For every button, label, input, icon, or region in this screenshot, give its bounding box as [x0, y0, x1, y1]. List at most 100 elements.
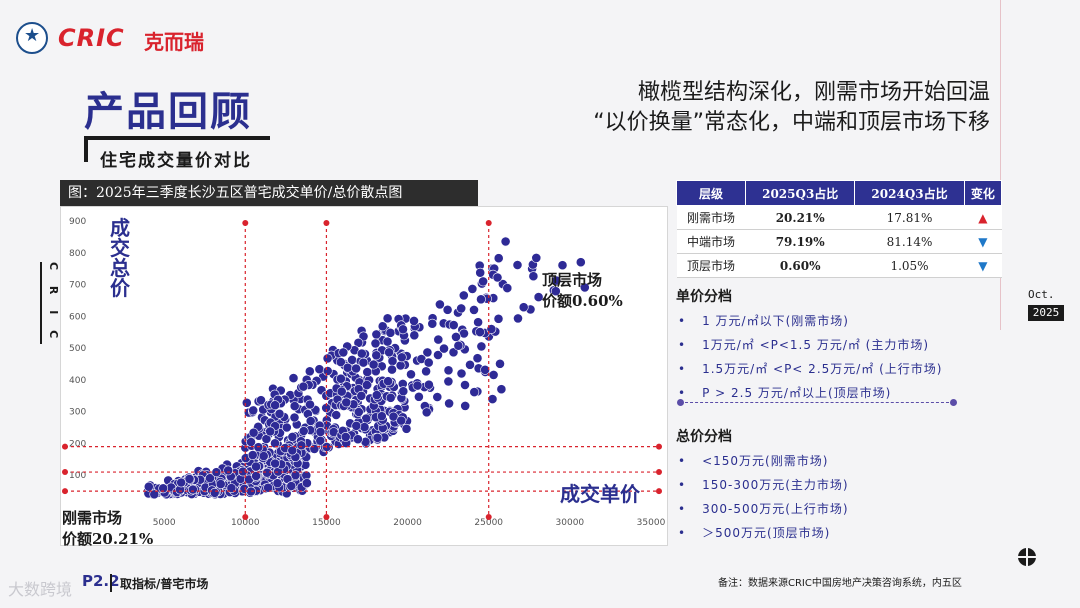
scatter-point: [579, 282, 590, 293]
scatter-point: [451, 331, 461, 342]
scatter-point: [358, 331, 369, 342]
annotation-rigid-market: 刚需市场 价额20.21%: [62, 508, 153, 550]
scatter-point: [496, 384, 507, 395]
scatter-point: [406, 369, 416, 380]
scatter-point: [575, 257, 586, 268]
scatter-point: [270, 438, 280, 449]
y-tick-label: 200: [69, 439, 86, 449]
scatter-point: [270, 458, 280, 469]
cell-change: ▲: [964, 205, 1002, 230]
scatter-point: [262, 467, 272, 478]
scatter-point: [500, 236, 511, 247]
scatter-point: [335, 373, 346, 384]
col-header-2025: 2025Q3占比: [745, 180, 856, 206]
scatter-point: [341, 397, 352, 408]
annotation-top-market: 顶层市场 价额0.60%: [542, 270, 623, 312]
scatter-point: [396, 415, 407, 426]
scatter-point: [443, 376, 454, 387]
reference-end-dot: [656, 488, 662, 495]
title-box: 产品回顾: [84, 88, 252, 136]
scatter-point: [361, 380, 372, 390]
scatter-point: [398, 386, 409, 397]
scatter-point: [467, 284, 478, 294]
crosshair-icon: [1018, 548, 1036, 566]
reference-end-dot: [656, 469, 662, 476]
y-tick-label: 600: [69, 312, 86, 322]
scatter-point: [340, 431, 351, 442]
scatter-point: [359, 422, 370, 432]
date-year: 2025: [1028, 305, 1064, 321]
reference-end-dot: [323, 514, 330, 520]
scatter-point: [272, 478, 283, 489]
reference-end-dot: [485, 514, 492, 520]
scatter-point: [288, 373, 299, 383]
scatter-point: [409, 316, 419, 326]
scatter-point: [248, 405, 259, 416]
scatter-point: [476, 341, 487, 352]
x-tick-label: 5000: [153, 518, 176, 528]
scatter-point: [342, 362, 353, 373]
y-tick-label: 400: [69, 376, 86, 386]
scatter-point: [434, 299, 445, 310]
cric-side-label: C R I C: [40, 262, 62, 345]
scatter-point: [395, 360, 406, 371]
scatter-point: [512, 260, 523, 270]
x-tick-label: 10000: [231, 518, 260, 528]
scatter-point: [247, 450, 258, 460]
scatter-point: [362, 367, 373, 377]
cell-tier: 中端市场: [676, 229, 746, 254]
x-tick-label: 30000: [556, 518, 585, 528]
x-tick-label: 20000: [393, 518, 422, 528]
table-header-row: 层级 2025Q3占比 2024Q3占比 变化: [675, 180, 1003, 206]
scatter-point: [473, 317, 483, 328]
scatter-point: [263, 482, 273, 493]
scatter-point: [336, 386, 347, 397]
page-subtitle: 住宅成交量价对比: [100, 151, 252, 171]
unit-price-item: • P > 2.5 万元/㎡以上(顶层市场): [678, 386, 892, 400]
scatter-point: [528, 271, 539, 282]
cell-2024: 17.81%: [854, 205, 965, 230]
scatter-point: [352, 434, 363, 445]
reference-end-dot: [323, 220, 330, 226]
scatter-point: [256, 395, 266, 406]
scatter-point: [289, 401, 300, 411]
scatter-point: [488, 369, 499, 380]
header-divider-line: [1000, 0, 1001, 330]
reference-end-dot: [656, 443, 662, 450]
scatter-point: [387, 364, 397, 375]
scatter-point: [421, 366, 431, 377]
scatter-point: [286, 481, 297, 491]
scatter-point: [314, 364, 325, 375]
scatter-point: [370, 338, 381, 349]
scatter-point: [433, 334, 444, 345]
scatter-point: [423, 357, 434, 368]
headline-line-1: 橄榄型结构深化，刚需市场开始回温: [637, 80, 990, 105]
scatter-point: [396, 352, 407, 363]
scatter-point: [478, 276, 488, 287]
scatter-point: [422, 347, 433, 358]
cell-2025: 0.60%: [745, 253, 855, 278]
reference-end-dot: [485, 220, 492, 226]
scatter-point: [465, 359, 475, 370]
scatter-point: [298, 381, 309, 392]
scatter-point: [469, 305, 479, 315]
scatter-point: [209, 487, 220, 498]
y-tick-label: 500: [69, 344, 86, 354]
scatter-point: [493, 253, 504, 264]
triangle-down-icon: ▼: [978, 234, 988, 249]
footer-source-left: 取指标/普宅市场: [120, 577, 209, 591]
unit-price-item: • 1 万元/㎡以下(刚需市场): [678, 314, 849, 328]
cell-2024: 81.14%: [854, 229, 965, 254]
scatter-point: [281, 422, 292, 433]
scatter-point: [469, 387, 480, 397]
scatter-point: [187, 484, 198, 495]
y-tick-label: 900: [69, 217, 86, 227]
scatter-point: [458, 290, 469, 301]
scatter-point: [460, 380, 470, 390]
scatter-point: [387, 356, 398, 366]
scatter-point: [265, 426, 276, 437]
x-tick-label: 25000: [474, 518, 503, 528]
reference-end-dot: [242, 514, 249, 520]
y-tick-label: 700: [69, 281, 86, 291]
cell-2024: 1.05%: [854, 253, 965, 278]
